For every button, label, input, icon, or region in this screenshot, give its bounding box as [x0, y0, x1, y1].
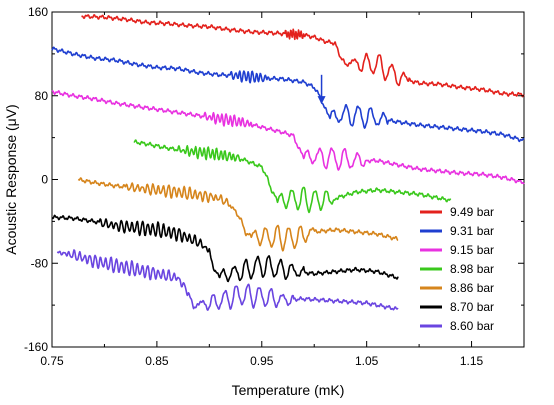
legend-label: 8.70 bar: [450, 300, 494, 314]
arrow-annotation-head: [317, 96, 326, 105]
x-tick-label: 0.85: [145, 354, 169, 368]
x-axis-title: Temperature (mK): [232, 382, 345, 398]
legend-label: 8.60 bar: [450, 319, 494, 333]
series-layer: [51, 14, 525, 311]
legend-label: 9.15 bar: [450, 243, 494, 257]
x-tick-label: 0.95: [250, 354, 274, 368]
annotation-layer: [317, 74, 326, 105]
y-tick-label: -80: [31, 256, 49, 270]
legend-label: 8.98 bar: [450, 262, 494, 276]
series-line-8-86-bar: [77, 177, 399, 252]
series-line-9-49-bar: [81, 14, 525, 98]
series-line-9-31-bar: [51, 46, 525, 143]
legend: 9.49 bar 9.31 bar 9.15 bar 8.98 bar 8.86 bar…: [420, 205, 494, 333]
axes: 0.75 0.85 0.95 1.05 1.15 -160 -80 0 80 160: [24, 5, 524, 368]
x-tick-label: 1.05: [355, 354, 379, 368]
series-line-9-15-bar: [51, 90, 525, 185]
y-tick-label: -160: [24, 340, 48, 354]
series-line-8-60-bar: [56, 249, 399, 311]
legend-label: 8.86 bar: [450, 281, 494, 295]
y-axis-title: Acoustic Response (μV): [3, 104, 19, 254]
series-line-8-70-bar: [51, 214, 399, 283]
y-tick-label: 80: [35, 89, 49, 103]
legend-label: 9.31 bar: [450, 224, 494, 238]
x-tick-label: 1.15: [460, 354, 484, 368]
y-tick-label: 160: [28, 5, 48, 19]
x-tick-label: 0.75: [40, 354, 64, 368]
legend-label: 9.49 bar: [450, 205, 494, 219]
series-line-8-98-bar: [133, 139, 452, 214]
y-tick-label: 0: [41, 173, 48, 187]
